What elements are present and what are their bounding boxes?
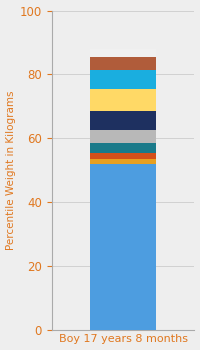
Bar (90, 70, 156, 89)
Bar (90, 89, 156, 111)
Bar (90, 111, 156, 130)
Bar (90, 49, 156, 57)
Bar (90, 164, 156, 330)
Y-axis label: Percentile Weight in Kilograms: Percentile Weight in Kilograms (6, 90, 16, 250)
Bar (90, 130, 156, 143)
Bar (90, 57, 156, 70)
Bar (90, 143, 156, 153)
Bar (90, 153, 156, 159)
Bar (90, 159, 156, 164)
